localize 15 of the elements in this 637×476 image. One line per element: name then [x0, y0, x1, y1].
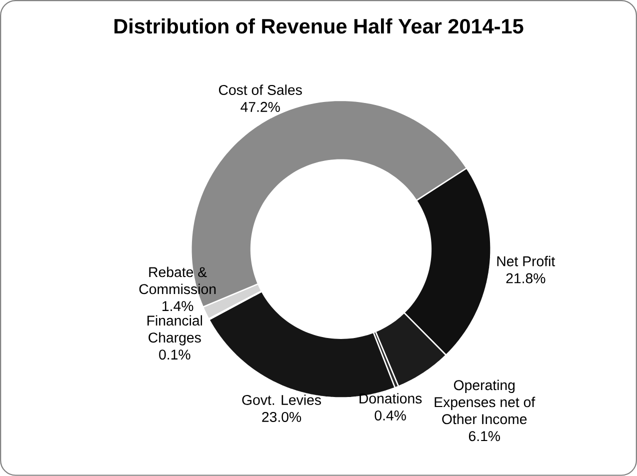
- slice-label: Operating Expenses net of Other Income: [434, 380, 536, 424]
- data-label: 6.1%: [468, 431, 500, 442]
- data-label: 0.1%: [159, 350, 190, 360]
- data-label: 47.2%: [240, 102, 280, 112]
- slice-label: Govt. Levies: [242, 394, 321, 406]
- data-label: 23.0%: [262, 412, 302, 422]
- data-label: 21.8%: [506, 273, 546, 284]
- chart-title: Distribution of Revenue Half Year 2014-15: [114, 18, 524, 34]
- slice-label: Net Profit: [497, 256, 556, 266]
- slice-label: Rebate & Commission: [139, 266, 216, 294]
- data-label: 1.4%: [162, 301, 194, 312]
- slice-label: Financial Charges: [147, 315, 202, 346]
- data-label: 0.4%: [374, 410, 406, 421]
- slice-label: Donations: [360, 393, 422, 404]
- slice-label: Cost of Sales: [218, 84, 302, 96]
